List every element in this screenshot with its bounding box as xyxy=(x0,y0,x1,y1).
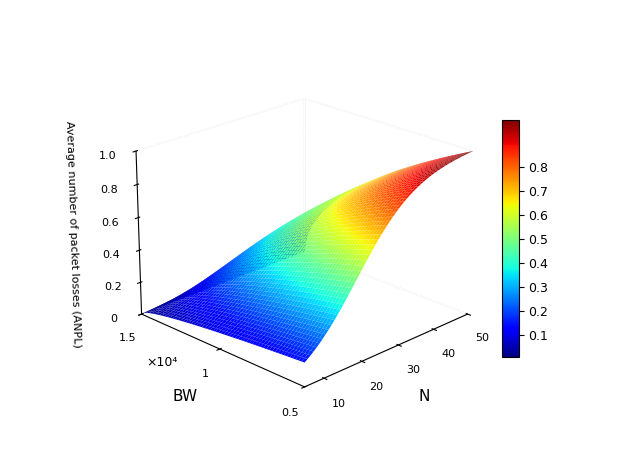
Text: ×10⁴: ×10⁴ xyxy=(147,356,178,369)
X-axis label: N: N xyxy=(418,388,429,403)
Y-axis label: BW: BW xyxy=(173,388,198,403)
